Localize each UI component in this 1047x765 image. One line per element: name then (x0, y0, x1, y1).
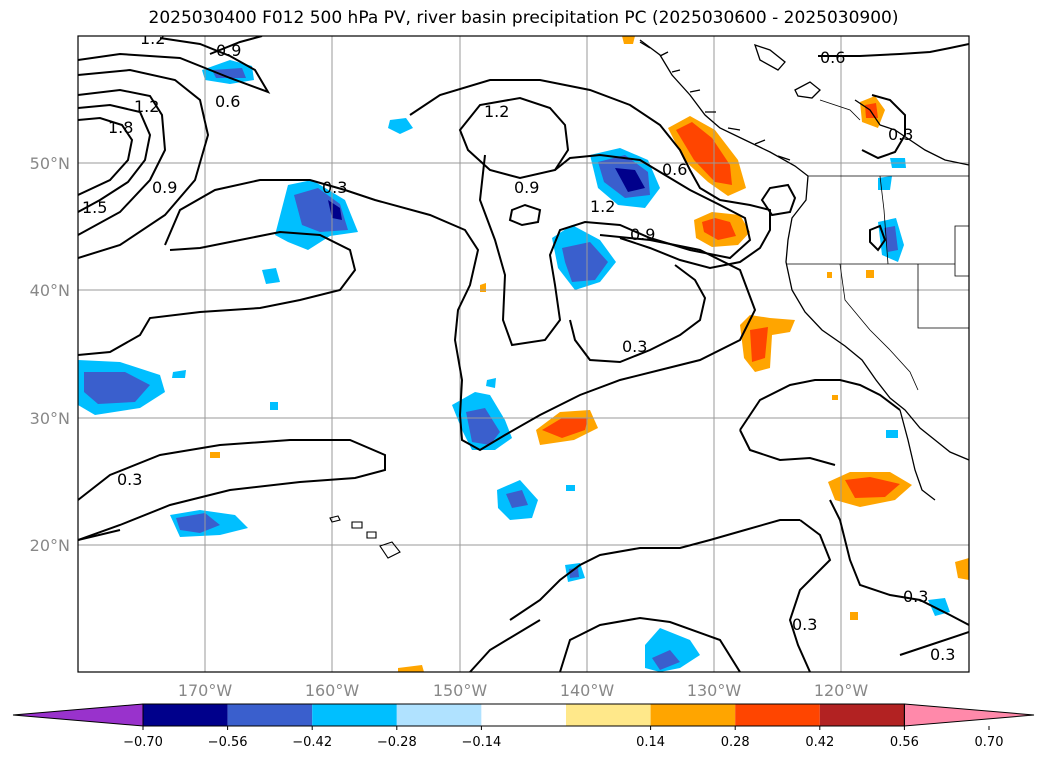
colorbar-frame (142, 703, 905, 727)
colorbar-tick-label: −0.42 (292, 735, 332, 750)
map-plot-area (78, 36, 969, 672)
contour-label: 0.3 (117, 470, 142, 489)
colorbar-segment (819, 704, 905, 726)
contour-label: 0.3 (792, 615, 817, 634)
contour-labels: 1.2 0.9 0.6 1.2 1.8 1.5 0.9 0.3 1.2 0.9 … (82, 29, 955, 664)
contour-label: 1.2 (134, 97, 159, 116)
contour-label: 1.2 (484, 102, 509, 121)
colorbar-segment (566, 704, 651, 726)
contour-label: 0.3 (622, 337, 647, 356)
contour-label: 0.3 (888, 125, 913, 144)
contour-label: 1.8 (108, 118, 133, 137)
colorbar-tick-label: −0.56 (208, 735, 248, 750)
colorbar-tick-label: 0.14 (636, 735, 665, 750)
contour-label: 1.2 (140, 29, 165, 48)
contour-label: 0.9 (152, 178, 177, 197)
state-borders (786, 99, 969, 391)
contour-label: 0.3 (930, 645, 955, 664)
colorbar-segment (143, 704, 228, 726)
colorbar-segment (396, 704, 482, 726)
lon-label: 150°W (433, 681, 488, 700)
colorbar-tick-label: 0.56 (890, 735, 919, 750)
colorbar-tick-label: 0.28 (721, 735, 750, 750)
colorbar-segment (650, 704, 736, 726)
contour-label: 0.6 (215, 92, 240, 111)
contour-label: 0.9 (216, 41, 241, 60)
colorbar-tick-label: 0.70 (975, 735, 1004, 750)
contour-label: 0.9 (514, 178, 539, 197)
lon-label: 140°W (560, 681, 615, 700)
lat-label: 30°N (30, 409, 70, 428)
colorbar-segment (481, 704, 566, 726)
hawaii-islands (329, 515, 401, 559)
colorbar-tick-label: −0.14 (461, 735, 501, 750)
lon-label: 170°W (178, 681, 233, 700)
contour-label: 1.2 (590, 197, 615, 216)
lat-label: 20°N (30, 536, 70, 555)
page-title: 2025030400 F012 500 hPa PV, river basin … (148, 8, 899, 28)
contour-label: 0.3 (903, 587, 928, 606)
colorbar-segment (735, 704, 820, 726)
longitude-labels: 170°W 160°W 150°W 140°W 130°W 120°W (178, 681, 869, 700)
positive-pc-shading (210, 36, 969, 672)
colorbar: −0.70 −0.56 −0.42 −0.28 −0.14 0.14 0.28 0.42 0.5… (12, 703, 1035, 750)
colorbar-extend-min (12, 703, 144, 727)
colorbar-tick-label: −0.28 (377, 735, 417, 750)
colorbar-segment (227, 704, 313, 726)
contour-label: 0.9 (630, 225, 655, 244)
graticule (78, 36, 969, 672)
colorbar-segment (312, 704, 397, 726)
map-frame (77, 35, 970, 673)
coastlines (639, 39, 969, 501)
pv-contours (78, 36, 969, 672)
lat-label: 50°N (30, 154, 70, 173)
contour-label: 1.5 (82, 198, 107, 217)
lon-label: 130°W (687, 681, 742, 700)
colorbar-tick-label: −0.70 (123, 735, 163, 750)
contour-label: 0.6 (820, 48, 845, 67)
lon-label: 160°W (305, 681, 360, 700)
lat-label: 40°N (30, 281, 70, 300)
contour-label: 0.3 (322, 178, 347, 197)
contour-label: 0.6 (662, 160, 687, 179)
colorbar-extend-max (903, 703, 1035, 727)
colorbar-tick-label: 0.42 (805, 735, 834, 750)
latitude-labels: 50°N 40°N 30°N 20°N (30, 154, 70, 555)
lon-label: 120°W (814, 681, 869, 700)
